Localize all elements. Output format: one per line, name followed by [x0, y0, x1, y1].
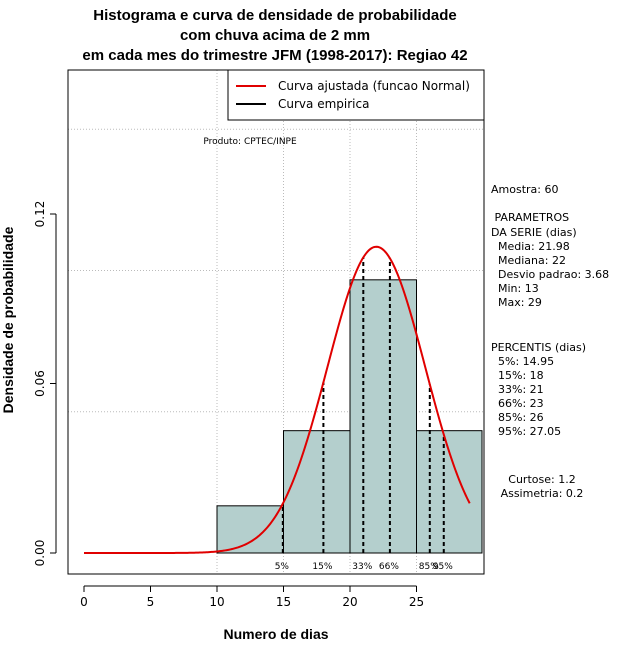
side-percentiles-heading: PERCENTIS (dias) — [491, 341, 586, 354]
y-axis-label: Densidade de probabilidade — [0, 226, 16, 413]
x-tick-label-10: 10 — [209, 595, 224, 609]
percentile-label-6: 95% — [433, 562, 453, 572]
percentile-label-4: 66% — [379, 562, 399, 572]
product-note: Produto: CPTEC/INPE — [203, 137, 297, 147]
axes: 0 5 10 15 20 25 0.00 0.06 0.12 — [33, 201, 424, 609]
legend-box — [227, 69, 485, 121]
side-p66: 66%: 23 — [491, 397, 544, 410]
chart-title-line-3: em cada mes do trimestre JFM (1998-2017)… — [82, 47, 467, 64]
side-p15: 15%: 18 — [491, 369, 544, 382]
percentile-lines: 5% 15% 33% 66% 85%95% — [275, 257, 453, 572]
x-tick-label-25: 25 — [409, 595, 424, 609]
side-median: Mediana: 22 — [491, 254, 566, 267]
side-kurtosis: Curtose: 1.2 — [508, 473, 575, 486]
side-p5: 5%: 14.95 — [491, 355, 554, 368]
side-sd: Desvio padrao: 3.68 — [491, 268, 609, 281]
legend-label-fitted: Curva ajustada (funcao Normal) — [278, 79, 470, 93]
x-tick-label-15: 15 — [276, 595, 291, 609]
side-skewness: Assimetria: 0.2 — [501, 487, 584, 500]
histogram-bars — [216, 279, 483, 554]
normal-curve — [84, 245, 471, 554]
side-params-subheading: DA SERIE (dias) — [491, 226, 577, 239]
y-tick-label-1: 0.06 — [33, 370, 47, 397]
percentile-label-2: 15% — [312, 562, 332, 572]
y-tick-label-2: 0.12 — [33, 201, 47, 228]
x-tick-label-5: 5 — [147, 595, 155, 609]
side-params-heading: PARAMETROS — [491, 211, 569, 224]
x-axis-label: Numero de dias — [223, 626, 328, 642]
percentile-label-3: 33% — [352, 562, 372, 572]
histogram-bar-3 — [349, 279, 417, 554]
histogram-bar-2 — [283, 430, 351, 554]
histogram-bar-1 — [216, 505, 284, 554]
side-p85: 85%: 26 — [491, 411, 544, 424]
side-min: Min: 13 — [491, 282, 539, 295]
x-tick-label-20: 20 — [342, 595, 357, 609]
side-statistics: Amostra: 60 PARAMETROS DA SERIE (dias) M… — [491, 183, 609, 500]
y-tick-label-0: 0.00 — [33, 540, 47, 567]
x-tick-label-0: 0 — [80, 595, 88, 609]
percentile-label-5: 85% — [419, 562, 439, 572]
chart-title-line-1: Histograma e curva de densidade de proba… — [93, 7, 456, 24]
chart-title-line-2: com chuva acima de 2 mm — [180, 27, 370, 44]
normal-curve-layer — [84, 245, 471, 554]
side-max: Max: 29 — [491, 296, 542, 309]
side-mean: Media: 21.98 — [491, 240, 570, 253]
side-p95: 95%: 27.05 — [491, 425, 561, 438]
percentile-label-1: 5% — [275, 562, 290, 572]
legend-label-empirical: Curva empirica — [278, 97, 369, 111]
legend: Curva ajustada (funcao Normal) Curva emp… — [227, 69, 485, 121]
side-p33: 33%: 21 — [491, 383, 544, 396]
side-sample: Amostra: 60 — [491, 183, 558, 196]
